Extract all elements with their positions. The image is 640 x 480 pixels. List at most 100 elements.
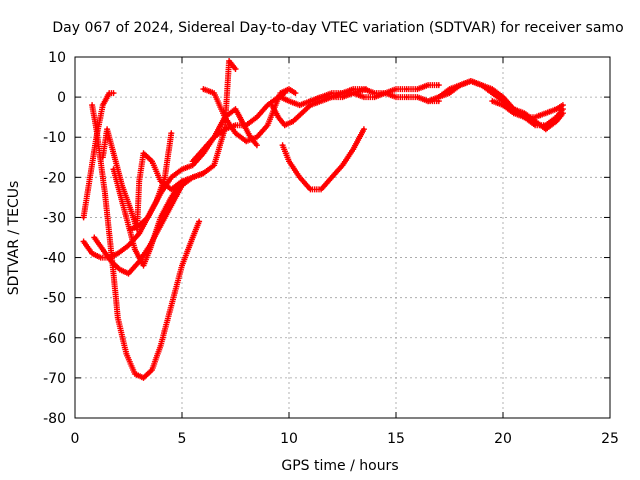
data-point <box>555 119 558 123</box>
data-point <box>163 175 167 179</box>
data-point <box>212 91 216 95</box>
data-point <box>255 135 259 139</box>
y-tick-label: 10 <box>48 50 66 66</box>
data-point <box>107 91 111 95</box>
data-point <box>124 352 128 356</box>
data-point <box>244 123 248 127</box>
data-point <box>127 272 130 275</box>
x-tick-label: 0 <box>71 431 80 447</box>
data-point <box>169 187 173 191</box>
data-point <box>533 123 537 127</box>
data-point <box>287 99 291 103</box>
series-arc-7 <box>127 130 175 233</box>
data-point <box>561 103 565 107</box>
data-point <box>544 127 548 131</box>
y-axis-label: SDTVAR / TECUs <box>6 181 22 296</box>
data-point <box>341 91 344 95</box>
data-point <box>319 187 323 191</box>
data-point <box>330 95 334 99</box>
data-point <box>180 179 184 183</box>
data-point <box>298 103 302 107</box>
data-point <box>309 187 312 191</box>
x-tick-label: 15 <box>387 431 405 447</box>
data-point <box>544 111 548 115</box>
data-point <box>191 159 195 163</box>
data-point <box>169 204 173 207</box>
data-point <box>448 87 451 91</box>
data-point <box>533 115 537 119</box>
y-tick-label: -80 <box>43 411 66 427</box>
data-point <box>127 244 130 247</box>
data-point <box>191 236 195 239</box>
data-point <box>116 252 120 255</box>
data-point <box>197 220 201 223</box>
data-point <box>283 123 287 127</box>
data-point <box>351 147 355 151</box>
data-point <box>101 155 105 159</box>
data-point <box>223 127 227 131</box>
data-point <box>437 83 441 87</box>
data-point <box>137 224 141 227</box>
data-markers <box>279 126 367 193</box>
data-point <box>202 147 205 151</box>
data-point <box>416 95 419 99</box>
data-point <box>101 103 105 107</box>
data-point <box>133 248 137 251</box>
data-point <box>394 95 398 99</box>
data-point <box>294 91 297 95</box>
y-tick-label: -20 <box>43 170 66 186</box>
data-point <box>341 163 344 167</box>
data-point <box>512 107 516 111</box>
chart-title: Day 067 of 2024, Sidereal Day-to-day VTE… <box>52 20 623 36</box>
data-point <box>159 344 163 348</box>
data-point <box>266 123 269 127</box>
data-point <box>116 316 120 320</box>
y-tick-label: 0 <box>57 90 66 106</box>
data-point <box>90 252 94 255</box>
data-point <box>169 131 173 135</box>
data-point <box>112 151 115 155</box>
data-point <box>270 103 274 107</box>
data-point <box>82 240 85 243</box>
data-series <box>80 58 566 381</box>
data-point <box>394 87 398 91</box>
data-point <box>490 91 494 95</box>
data-point <box>112 91 115 95</box>
data-point <box>107 232 111 235</box>
data-point <box>416 87 419 91</box>
data-point <box>101 248 105 251</box>
data-point <box>405 87 409 91</box>
data-point <box>223 115 227 119</box>
data-point <box>150 159 154 163</box>
data-point <box>480 83 483 87</box>
data-point <box>227 59 231 63</box>
data-point <box>319 95 323 99</box>
data-point <box>437 99 441 103</box>
data-point <box>512 111 516 115</box>
y-tick-label: -50 <box>43 291 66 307</box>
data-point <box>426 83 430 87</box>
data-point <box>298 175 302 179</box>
data-point <box>309 103 312 107</box>
data-point <box>300 111 304 115</box>
data-point <box>405 95 409 99</box>
data-point <box>523 111 526 115</box>
series-arc-16 <box>489 98 566 121</box>
data-point <box>129 228 133 231</box>
data-point <box>234 131 237 135</box>
data-point <box>362 127 366 131</box>
data-point <box>490 87 494 91</box>
y-tick-label: -30 <box>43 210 66 226</box>
y-tick-label: -40 <box>43 251 66 267</box>
data-point <box>234 67 237 71</box>
data-point <box>212 163 216 167</box>
data-point <box>112 167 115 171</box>
data-point <box>501 99 505 103</box>
data-point <box>555 107 558 111</box>
data-point <box>95 127 98 131</box>
data-point <box>118 268 122 271</box>
y-tick-label: -60 <box>43 331 66 347</box>
data-point <box>103 191 107 195</box>
data-point <box>362 95 366 99</box>
data-point <box>279 95 282 99</box>
